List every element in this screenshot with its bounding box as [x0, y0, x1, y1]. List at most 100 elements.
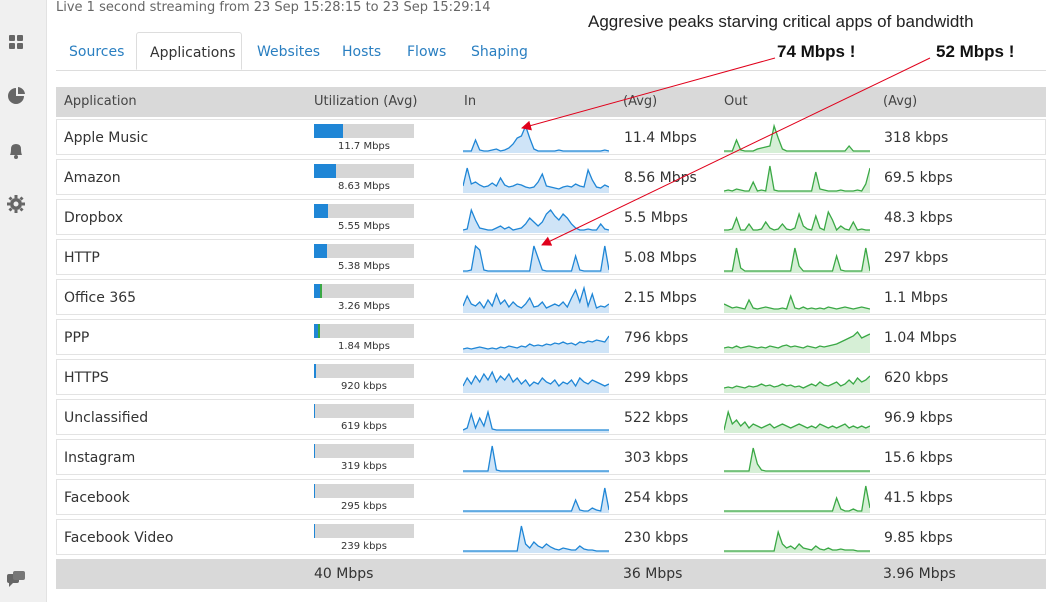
header-in-avg[interactable]: (Avg) [623, 94, 658, 109]
sparkline-area [463, 126, 609, 153]
out-sparkline [724, 375, 870, 393]
out-avg-value: 96.9 kbps [884, 410, 953, 426]
sparkline-line [463, 244, 609, 272]
header-in[interactable]: In [464, 94, 477, 109]
sparkline-line [724, 485, 870, 512]
table-row[interactable]: Office 365 3.26 Mbps 2.15 Mbps 1.1 Mbps [56, 279, 1046, 315]
out-sparkline [724, 247, 870, 273]
table-row[interactable]: Instagram 319 kbps 303 kbps 15.6 kbps [56, 439, 1046, 475]
out-avg-value: 620 kbps [884, 370, 949, 386]
sparkline-area [463, 412, 609, 433]
sparkline-line [724, 123, 870, 152]
tab-flows[interactable]: Flows [407, 44, 447, 60]
table-row[interactable]: Amazon 8.63 Mbps 8.56 Mbps 69.5 kbps [56, 159, 1046, 195]
table-row[interactable]: HTTP 5.38 Mbps 5.08 Mbps 297 kbps [56, 239, 1046, 275]
in-avg-value: 522 kbps [624, 410, 689, 426]
in-sparkline [463, 207, 609, 233]
out-sparkline [724, 123, 870, 153]
out-avg-value: 1.1 Mbps [884, 290, 948, 306]
utilization-bar [314, 404, 414, 418]
app-name[interactable]: Amazon [64, 170, 121, 186]
tab-sources[interactable]: Sources [69, 44, 125, 60]
sparkline-area [724, 376, 870, 393]
chat-icon[interactable] [5, 568, 27, 590]
tab-shaping[interactable]: Shaping [471, 44, 528, 60]
app-name[interactable]: HTTPS [64, 370, 109, 386]
sparkline-line [463, 525, 609, 552]
in-sparkline [463, 124, 609, 153]
sparkline-line [463, 124, 609, 152]
footer-in-avg-total: 36 Mbps [623, 566, 683, 582]
applications-table: Application Utilization (Avg) In (Avg) O… [56, 87, 1046, 589]
utilization-bar [314, 484, 414, 498]
utilization-bar [314, 444, 414, 458]
sparkline-line [463, 370, 609, 388]
app-name[interactable]: Unclassified [64, 410, 149, 426]
out-avg-value: 318 kbps [884, 130, 949, 146]
utilization-value: 239 kbps [341, 541, 387, 552]
in-sparkline [463, 445, 609, 473]
in-avg-value: 230 kbps [624, 530, 689, 546]
header-utilization[interactable]: Utilization (Avg) [314, 94, 418, 109]
in-avg-value: 5.5 Mbps [624, 210, 688, 226]
gear-icon[interactable] [5, 193, 27, 215]
header-out-avg[interactable]: (Avg) [883, 94, 918, 109]
sparkline-area [463, 526, 609, 553]
header-application[interactable]: Application [64, 94, 137, 109]
utilization-fill-out [320, 284, 322, 298]
app-name[interactable]: PPP [64, 330, 90, 346]
table-row[interactable]: HTTPS 920 kbps 299 kbps 620 kbps [56, 359, 1046, 395]
table-row[interactable]: PPP 1.84 Mbps 796 kbps 1.04 Mbps [56, 319, 1046, 355]
app-name[interactable]: HTTP [64, 250, 100, 266]
utilization-value: 8.63 Mbps [338, 181, 390, 192]
utilization-bar [314, 324, 414, 338]
utilization-value: 11.7 Mbps [338, 141, 390, 152]
in-avg-value: 796 kbps [624, 330, 689, 346]
out-avg-value: 41.5 kbps [884, 490, 953, 506]
utilization-fill-in [314, 484, 315, 498]
utilization-fill-in [314, 404, 315, 418]
app-name[interactable]: Facebook Video [64, 530, 174, 546]
app-name[interactable]: Dropbox [64, 210, 123, 226]
out-sparkline [724, 210, 870, 233]
app-name[interactable]: Facebook [64, 490, 130, 506]
table-row[interactable]: Unclassified 619 kbps 522 kbps 96.9 kbps [56, 399, 1046, 435]
utilization-value: 3.26 Mbps [338, 301, 390, 312]
annotation-peak-1: 74 Mbps ! [777, 42, 856, 61]
footer-out-avg-total: 3.96 Mbps [883, 566, 956, 582]
out-avg-value: 15.6 kbps [884, 450, 953, 466]
utilization-value: 5.38 Mbps [338, 261, 390, 272]
in-sparkline [463, 285, 609, 313]
bell-icon[interactable] [5, 139, 27, 161]
sparkline-area [463, 288, 609, 313]
utilization-value: 295 kbps [341, 501, 387, 512]
utilization-fill-in [314, 124, 343, 138]
dashboard-icon[interactable] [5, 31, 27, 53]
tab-websites[interactable]: Websites [257, 44, 321, 60]
table-header: Application Utilization (Avg) In (Avg) O… [56, 87, 1046, 117]
utilization-bar [314, 124, 414, 138]
pie-chart-icon[interactable] [5, 85, 27, 107]
app-name[interactable]: Office 365 [64, 290, 137, 306]
app-name[interactable]: Instagram [64, 450, 136, 466]
app-name[interactable]: Apple Music [64, 130, 149, 146]
utilization-value: 1.84 Mbps [338, 341, 390, 352]
table-row[interactable]: Facebook Video 239 kbps 230 kbps 9.85 kbps [56, 519, 1046, 555]
sparkline-area [463, 336, 609, 353]
tab-applications[interactable]: Applications [136, 32, 242, 70]
header-out[interactable]: Out [724, 94, 748, 109]
tab-hosts[interactable]: Hosts [342, 44, 382, 60]
in-avg-value: 5.08 Mbps [624, 250, 697, 266]
in-sparkline [463, 525, 609, 553]
table-row[interactable]: Facebook 295 kbps 254 kbps 41.5 kbps [56, 479, 1046, 515]
table-row[interactable]: Apple Music 11.7 Mbps 11.4 Mbps 318 kbps [56, 119, 1046, 155]
utilization-value: 619 kbps [341, 421, 387, 432]
utilization-bar [314, 244, 414, 258]
sparkline-area [724, 248, 870, 273]
utilization-fill-in [314, 284, 320, 298]
utilization-fill-in [314, 364, 316, 378]
in-sparkline [463, 167, 609, 193]
in-avg-value: 303 kbps [624, 450, 689, 466]
table-row[interactable]: Dropbox 5.55 Mbps 5.5 Mbps 48.3 kbps [56, 199, 1046, 235]
sparkline-line [724, 375, 870, 389]
